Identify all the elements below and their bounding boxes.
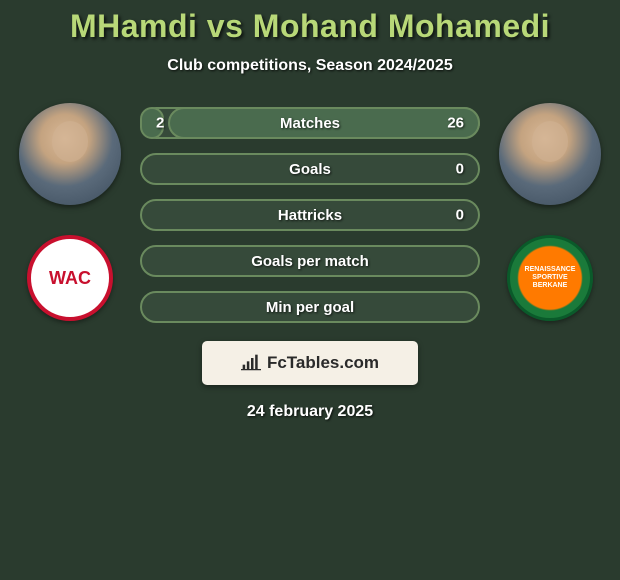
bar-value-right: 26 — [447, 115, 464, 132]
bar-label: Goals — [289, 161, 331, 178]
source-logo: FcTables.com — [202, 341, 418, 385]
stat-bar-matches: 2 26 Matches — [140, 107, 480, 139]
infographic-container: MHamdi vs Mohand Mohamedi Club competiti… — [0, 0, 620, 421]
player-right-avatar — [499, 103, 601, 205]
stat-bar-min-per-goal: Min per goal — [140, 291, 480, 323]
club-badge-right: RENAISSANCESPORTIVEBERKANE — [507, 235, 593, 321]
stat-bar-goals: 0 Goals — [140, 153, 480, 185]
comparison-bars: 2 26 Matches 0 Goals 0 Hattricks Goals per matc… — [140, 103, 480, 323]
page-title: MHamdi vs Mohand Mohamedi — [0, 8, 620, 45]
bar-value-right: 0 — [456, 161, 464, 178]
source-logo-text: FcTables.com — [267, 353, 379, 373]
player-left-avatar — [19, 103, 121, 205]
bar-value-right: 0 — [456, 207, 464, 224]
date-label: 24 february 2025 — [0, 403, 620, 421]
club-badge-right-label: RENAISSANCESPORTIVEBERKANE — [525, 266, 576, 289]
comparison-row: WAC 2 26 Matches 0 Goals 0 Hattricks Goals per … — [0, 103, 620, 323]
player-left-column: WAC — [18, 103, 122, 321]
subtitle: Club competitions, Season 2024/2025 — [0, 57, 620, 75]
bar-label: Matches — [280, 115, 340, 132]
bar-label: Min per goal — [266, 299, 354, 316]
player-right-column: RENAISSANCESPORTIVEBERKANE — [498, 103, 602, 321]
club-badge-left: WAC — [27, 235, 113, 321]
bar-value-left: 2 — [156, 115, 164, 132]
bar-label: Hattricks — [278, 207, 342, 224]
bar-label: Goals per match — [251, 253, 369, 270]
stat-bar-hattricks: 0 Hattricks — [140, 199, 480, 231]
chart-icon — [241, 354, 261, 372]
stat-bar-goals-per-match: Goals per match — [140, 245, 480, 277]
club-badge-left-label: WAC — [49, 268, 91, 289]
